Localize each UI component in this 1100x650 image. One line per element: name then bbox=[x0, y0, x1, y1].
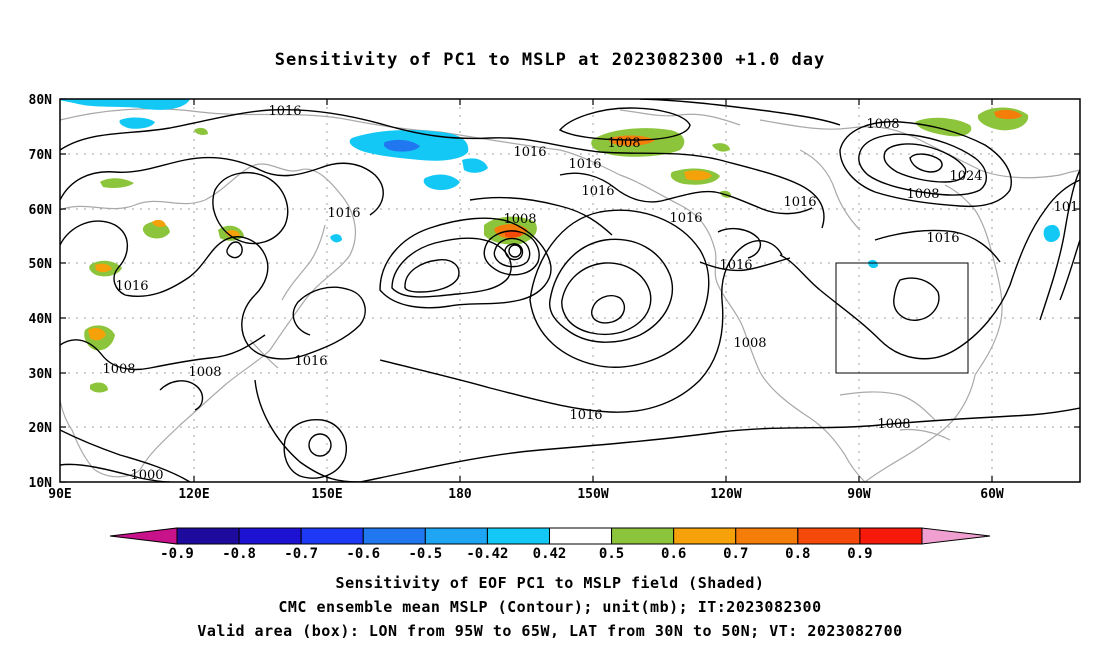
contour-label: 1008 bbox=[188, 365, 221, 380]
y-axis-labels: 80N 70N 60N 50N 40N 30N 20N 10N bbox=[29, 93, 53, 491]
colorbar-swatch bbox=[238, 527, 302, 545]
contour-label: 1016 bbox=[581, 184, 614, 199]
contour-label: 1008 bbox=[906, 187, 939, 202]
y-tick-label: 50N bbox=[29, 257, 53, 272]
x-tick-label: 120E bbox=[178, 487, 209, 502]
colorbar-label: 0.6 bbox=[661, 546, 686, 562]
plot-frame bbox=[59, 98, 1081, 483]
contour-label: 1000 bbox=[130, 468, 163, 483]
colorbar-left-arrow bbox=[109, 527, 178, 545]
colorbar-label: -0.42 bbox=[466, 546, 508, 562]
tick-marks bbox=[60, 98, 1080, 483]
y-tick-label: 40N bbox=[29, 312, 53, 327]
colorbar-swatch bbox=[735, 527, 799, 545]
colorbar-label: -0.8 bbox=[222, 546, 256, 562]
colorbar-label: 0.9 bbox=[847, 546, 872, 562]
colorbar-label: 0.8 bbox=[785, 546, 810, 562]
colorbar-swatch bbox=[673, 527, 737, 545]
x-tick-label: 180 bbox=[448, 487, 472, 502]
contour-label: 1008 bbox=[733, 336, 766, 351]
contour-label: 1016 bbox=[513, 145, 546, 160]
contour-label: 101 bbox=[1054, 200, 1079, 215]
colorbar-swatch bbox=[859, 527, 923, 545]
caption-line-1: Sensitivity of EOF PC1 to MSLP field (Sh… bbox=[335, 574, 765, 592]
x-tick-label: 120W bbox=[710, 487, 741, 502]
x-axis-labels: 90E 120E 150E 180 150W 120W 90W 60W bbox=[48, 487, 1004, 502]
contour-label: 1016 bbox=[783, 195, 816, 210]
contour-label: 1024 bbox=[949, 169, 982, 184]
mslp-contours bbox=[60, 99, 1080, 482]
map-title: Sensitivity of PC1 to MSLP at 2023082300… bbox=[274, 50, 826, 70]
y-tick-label: 60N bbox=[29, 203, 53, 218]
x-tick-label: 90W bbox=[847, 487, 871, 502]
colorbar: -0.9 -0.8 -0.7 -0.6 -0.5 -0.42 0.42 0.5 0.6 0.7 0.… bbox=[109, 527, 991, 562]
contour-label: 1016 bbox=[926, 231, 959, 246]
contour-label: 1016 bbox=[719, 258, 752, 273]
y-tick-label: 10N bbox=[29, 476, 53, 491]
colorbar-swatch bbox=[549, 527, 613, 545]
colorbar-label: -0.9 bbox=[160, 546, 194, 562]
x-tick-label: 90E bbox=[48, 487, 71, 502]
colorbar-right-arrow bbox=[921, 527, 991, 545]
colorbar-label: 0.42 bbox=[533, 546, 567, 562]
colorbar-label: -0.5 bbox=[408, 546, 442, 562]
contour-labels: 1016 1016 1016 1016 1016 1016 1016 1016 … bbox=[102, 104, 1079, 483]
plot-area bbox=[60, 99, 1080, 482]
contour-label: 1016 bbox=[327, 206, 360, 221]
x-tick-label: 150E bbox=[311, 487, 342, 502]
colorbar-swatch bbox=[486, 527, 550, 545]
colorbar-label: 0.7 bbox=[723, 546, 748, 562]
contour-label: 1008 bbox=[607, 136, 640, 151]
y-tick-label: 80N bbox=[29, 93, 53, 108]
contour-label: 1016 bbox=[115, 279, 148, 294]
y-tick-label: 30N bbox=[29, 367, 53, 382]
contour-label: 1016 bbox=[569, 408, 602, 423]
colorbar-label: -0.7 bbox=[284, 546, 318, 562]
valid-area-box bbox=[835, 262, 969, 374]
colorbar-label: -0.6 bbox=[346, 546, 380, 562]
contour-label: 1016 bbox=[268, 104, 301, 119]
colorbar-swatch bbox=[362, 527, 426, 545]
y-tick-label: 20N bbox=[29, 421, 53, 436]
contour-label: 1008 bbox=[866, 117, 899, 132]
colorbar-swatch bbox=[611, 527, 675, 545]
contour-label: 1008 bbox=[877, 417, 910, 432]
colorbar-swatch bbox=[797, 527, 861, 545]
colorbar-swatch bbox=[424, 527, 488, 545]
coastlines bbox=[60, 108, 1080, 482]
contour-label: 1008 bbox=[503, 212, 536, 227]
x-tick-label: 150W bbox=[577, 487, 608, 502]
x-tick-label: 60W bbox=[980, 487, 1004, 502]
colorbar-swatch bbox=[176, 527, 240, 545]
contour-label: 1016 bbox=[669, 211, 702, 226]
colorbar-label: 0.5 bbox=[599, 546, 624, 562]
caption-line-3: Valid area (box): LON from 95W to 65W, L… bbox=[197, 622, 903, 640]
contour-label: 1008 bbox=[102, 362, 135, 377]
y-tick-label: 70N bbox=[29, 148, 53, 163]
colorbar-swatch bbox=[300, 527, 364, 545]
caption-line-2: CMC ensemble mean MSLP (Contour); unit(m… bbox=[278, 598, 822, 616]
contour-label: 1016 bbox=[568, 157, 601, 172]
contour-label: 1016 bbox=[294, 354, 327, 369]
